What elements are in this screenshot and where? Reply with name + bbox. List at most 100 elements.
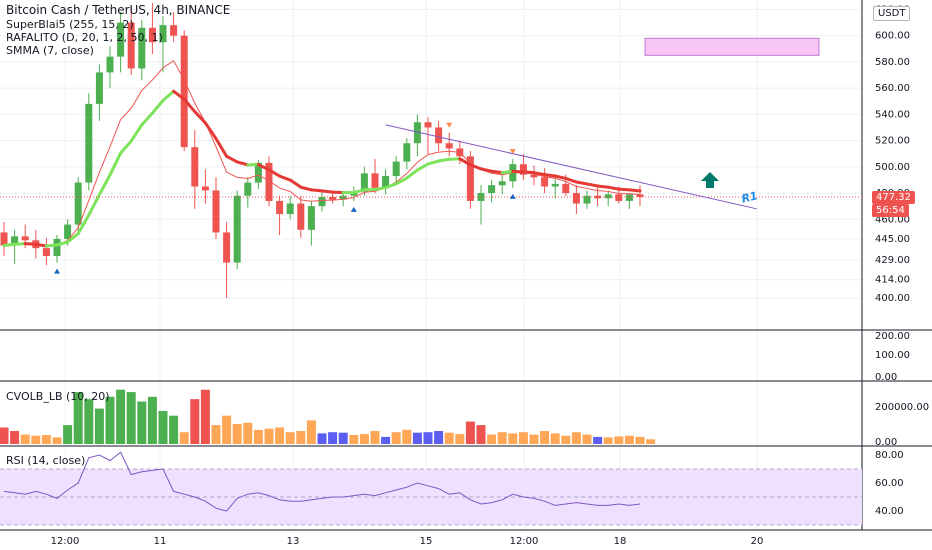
volume-bar bbox=[497, 432, 507, 444]
candle-body bbox=[339, 195, 347, 200]
candle-body bbox=[572, 193, 580, 204]
rsi-tick-label: 60.00 bbox=[875, 478, 904, 489]
smma-segment bbox=[13, 242, 27, 246]
smma-segment bbox=[352, 188, 366, 195]
candle-body bbox=[191, 147, 199, 187]
pane2-tick-label: 100.00 bbox=[875, 350, 910, 361]
candle-body bbox=[403, 143, 411, 162]
volume-bar bbox=[306, 420, 316, 444]
volume-bar bbox=[0, 427, 9, 444]
volume-bar bbox=[624, 435, 634, 444]
candle-body bbox=[254, 162, 262, 183]
volume-bar bbox=[317, 433, 327, 444]
smma-segment bbox=[331, 190, 345, 195]
candle-body bbox=[233, 195, 241, 263]
smma-segment bbox=[76, 213, 91, 236]
price-tick-label: 500.00 bbox=[875, 162, 910, 173]
smma-segment bbox=[468, 163, 483, 171]
pane2-tick-label: 0.00 bbox=[875, 372, 897, 383]
candle-body bbox=[201, 186, 209, 191]
volume-bar bbox=[381, 436, 391, 444]
time-tick-label: 15 bbox=[420, 536, 433, 547]
candle-body bbox=[382, 176, 390, 188]
smma-segment bbox=[596, 184, 610, 189]
volume-bar bbox=[137, 401, 147, 444]
smma-segment bbox=[309, 188, 324, 193]
volume-bar bbox=[105, 396, 115, 444]
volume-bar bbox=[169, 415, 179, 444]
price-tick-label: 460.00 bbox=[875, 214, 910, 225]
candle-body bbox=[180, 35, 188, 148]
smma-segment bbox=[182, 97, 197, 114]
candle-body bbox=[11, 236, 19, 246]
volume-bar bbox=[359, 434, 369, 444]
smma-segment bbox=[150, 99, 165, 115]
legend-superblai5[interactable]: SuperBlai5 (255, 15, 2) bbox=[6, 18, 134, 31]
volume-bar bbox=[423, 432, 433, 444]
currency-badge[interactable]: USDT bbox=[873, 6, 911, 21]
volume-bar bbox=[31, 435, 41, 444]
smma-segment bbox=[564, 176, 578, 184]
trendline-label: R1 bbox=[740, 189, 759, 206]
smma-segment bbox=[203, 121, 218, 141]
smma-segment bbox=[585, 182, 600, 188]
legend-smma[interactable]: SMMA (7, close) bbox=[6, 44, 94, 57]
volume-bar bbox=[84, 399, 94, 444]
candle-body bbox=[329, 197, 337, 200]
time-tick-label: 11 bbox=[154, 536, 167, 547]
legend-rsi[interactable]: RSI (14, close) bbox=[6, 454, 86, 467]
candle-body bbox=[318, 197, 326, 207]
smma-segment bbox=[426, 159, 441, 166]
candle-body bbox=[276, 200, 284, 215]
volume-bar bbox=[561, 435, 571, 444]
smma-segment bbox=[553, 174, 568, 180]
time-tick-label: 18 bbox=[614, 536, 627, 547]
price-tick-label: 560.00 bbox=[875, 83, 910, 94]
volume-bar bbox=[211, 425, 221, 444]
legend-cvolb[interactable]: CVOLB_LB (10, 20) bbox=[6, 390, 110, 403]
candle-body bbox=[138, 27, 146, 69]
smma-segment bbox=[161, 89, 176, 103]
volume-bar bbox=[603, 437, 613, 444]
smma-segment bbox=[405, 168, 419, 180]
smma-segment bbox=[521, 170, 536, 175]
candle-body bbox=[413, 122, 421, 144]
candle-body bbox=[223, 232, 231, 263]
buy-marker-icon bbox=[350, 206, 357, 212]
volume-tick-label: 0.00 bbox=[875, 437, 897, 448]
smma-segment bbox=[108, 151, 123, 177]
volume-bar bbox=[285, 432, 295, 444]
candle-body bbox=[519, 164, 527, 175]
volume-bar bbox=[243, 422, 253, 444]
trendline-r1 bbox=[385, 124, 757, 210]
sell-marker-icon bbox=[509, 148, 516, 154]
smma-segment bbox=[373, 186, 388, 191]
volume-bar bbox=[63, 425, 73, 444]
rsi-tick-label: 40.00 bbox=[875, 506, 904, 517]
rsi-tick-label: 80.00 bbox=[875, 450, 904, 461]
smma-segment bbox=[500, 169, 515, 175]
smma-segment bbox=[574, 180, 589, 186]
candle-body bbox=[636, 194, 644, 197]
buy-marker-icon bbox=[509, 193, 516, 199]
smma-segment bbox=[129, 123, 144, 143]
smma-segment bbox=[256, 163, 271, 172]
candle-body bbox=[615, 194, 623, 201]
volume-bar bbox=[41, 435, 51, 444]
volume-bar bbox=[147, 396, 157, 444]
volume-bar bbox=[253, 429, 263, 444]
volume-bar bbox=[190, 399, 200, 444]
smma-segment bbox=[394, 176, 409, 186]
volume-bar bbox=[444, 432, 454, 444]
price-tick-label: 429.00 bbox=[875, 255, 910, 266]
candle-body bbox=[106, 56, 114, 73]
candle-body bbox=[159, 25, 167, 43]
candle-body bbox=[265, 162, 273, 201]
volume-bar bbox=[476, 425, 486, 444]
candle-body bbox=[498, 181, 506, 186]
smma-segment bbox=[288, 178, 303, 189]
candle-body bbox=[53, 238, 61, 257]
legend-rafalito[interactable]: RAFALITO (D, 20, 1, 2, 50, 1) bbox=[6, 31, 163, 44]
smma-segment bbox=[119, 139, 133, 155]
